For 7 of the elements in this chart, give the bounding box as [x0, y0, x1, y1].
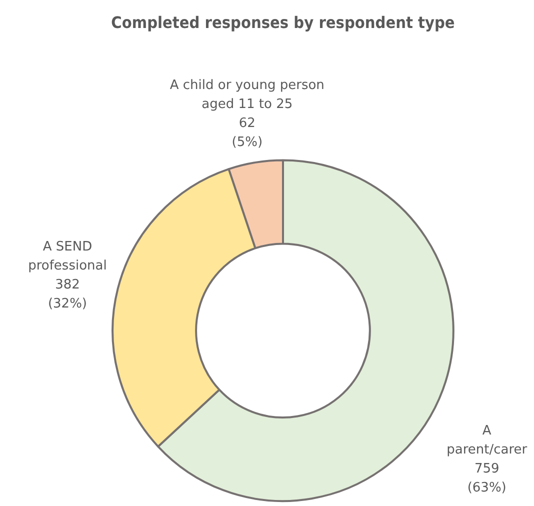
- chart-title: Completed responses by respondent type: [111, 13, 455, 32]
- data-label: 382 (32%): [48, 278, 88, 312]
- slice-label: A child or young person aged 11 to 25: [170, 78, 324, 112]
- slice-label: A SEND professional: [28, 240, 107, 274]
- data-label: 759 (63%): [467, 461, 506, 496]
- data-label: 62 (5%): [232, 116, 263, 150]
- slice-label: A parent/carer: [446, 423, 528, 458]
